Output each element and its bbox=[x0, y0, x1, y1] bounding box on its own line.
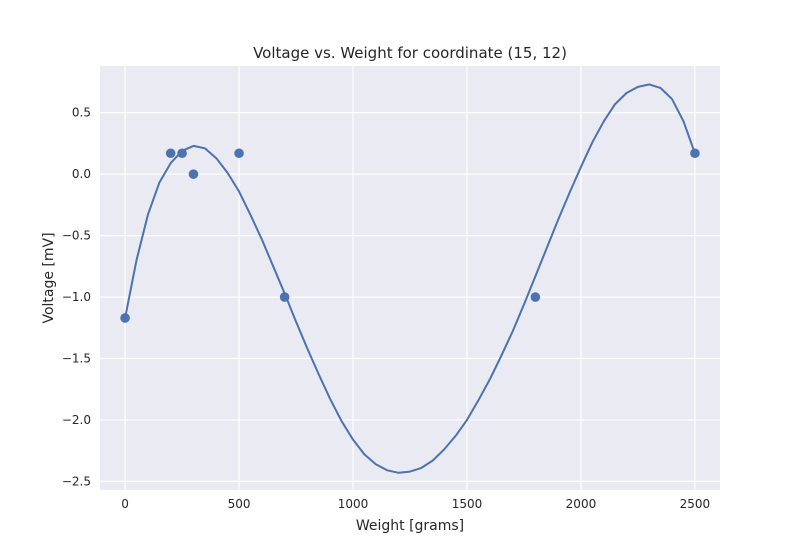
data-point bbox=[165, 148, 176, 159]
y-tick-label: −1.0 bbox=[62, 290, 91, 304]
series bbox=[120, 83, 700, 474]
x-tick-label: 1500 bbox=[452, 497, 483, 511]
data-point bbox=[690, 148, 700, 159]
data-point bbox=[234, 148, 244, 159]
y-tick-label: 0.0 bbox=[72, 167, 91, 181]
fit-line bbox=[124, 83, 696, 474]
x-tick-label: 1000 bbox=[338, 497, 369, 511]
plot-background bbox=[100, 66, 720, 490]
y-tick-label: 0.5 bbox=[72, 106, 91, 120]
data-point bbox=[279, 292, 290, 302]
data-point bbox=[177, 148, 187, 159]
x-tick-label: 0 bbox=[121, 497, 129, 511]
x-tick-label: 2000 bbox=[566, 497, 597, 511]
y-tick-label: −2.0 bbox=[62, 413, 91, 427]
chart-title: Voltage vs. Weight for coordinate (15, 1… bbox=[253, 44, 567, 62]
data-point bbox=[530, 292, 541, 302]
x-axis-label: Weight [grams] bbox=[356, 518, 464, 534]
tick-labels: 0 500 1000 1500 2000 2500 0.5 0.0 −0.5 −1.0 −1.5 −2… bbox=[62, 106, 710, 511]
y-axis-label: Voltage [mV] bbox=[41, 232, 57, 323]
grid bbox=[100, 66, 720, 490]
data-point bbox=[120, 313, 130, 323]
y-tick-label: −2.5 bbox=[62, 474, 91, 488]
y-tick-label: −0.5 bbox=[62, 229, 91, 243]
data-point bbox=[188, 169, 199, 179]
x-tick-label: 2500 bbox=[680, 497, 711, 511]
y-tick-label: −1.5 bbox=[62, 351, 91, 365]
x-tick-label: 500 bbox=[228, 497, 251, 511]
